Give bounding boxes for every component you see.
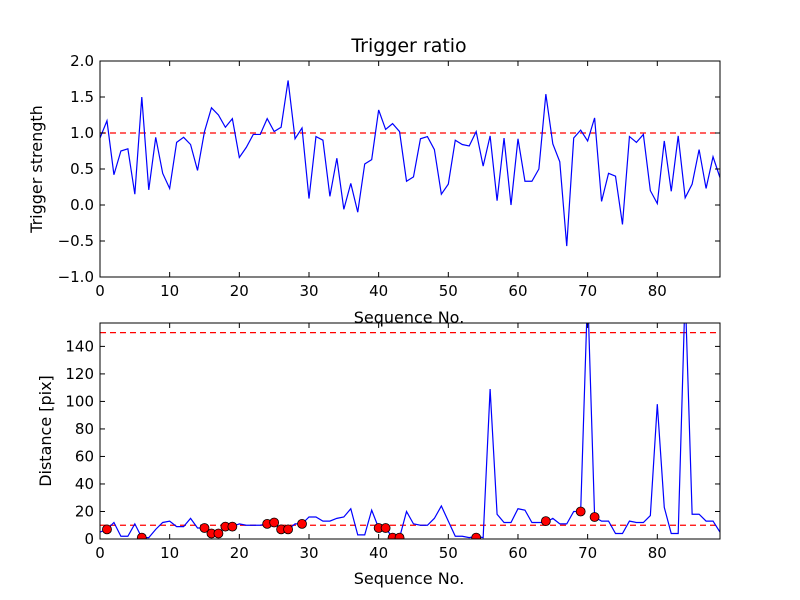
bottom-x-tick-label-6: 60: [508, 544, 527, 562]
top-y-tick-label-0: −1.0: [58, 268, 94, 286]
bottom-x-tick-label-8: 80: [648, 544, 667, 562]
top-x-tick-label-4: 40: [369, 282, 388, 300]
bottom-y-axis-label: Distance [pix]: [36, 375, 55, 487]
top-y-tick-label-2: 0.0: [70, 196, 94, 214]
top-plot-area: 0 10 20 30 40 50 60 70 80 −1.0 −0.5 0.0 0.5 1.0 1.5 2.0: [58, 52, 721, 300]
top-series-line-0: [100, 80, 720, 247]
bottom-plot-area: 0 10 20 30 40 50 60 70 80 0 20 40 60 80 100 120 140: [65, 322, 721, 562]
top-x-tick-label-7: 70: [578, 282, 597, 300]
bottom-marker-point-8: [269, 517, 280, 528]
bottom-x-tick-label-5: 50: [439, 544, 458, 562]
top-y-tick-label-1: −0.5: [58, 232, 94, 250]
bottom-marker-point-4: [213, 528, 224, 539]
bottom-x-axis-label: Sequence No.: [354, 569, 465, 588]
top-x-tick-label-8: 80: [648, 282, 667, 300]
trigger-ratio-panel: Trigger ratio 0 10 20 30 40 50 60 70 80−1.0−0.50…: [27, 35, 721, 327]
bottom-marker-point-11: [297, 518, 307, 529]
bottom-marker-point-1: [136, 532, 147, 539]
bottom-x-tick-label-7: 70: [578, 544, 597, 562]
bottom-y-tick-label-1: 20: [75, 502, 94, 520]
bottom-marker-point-19: [589, 512, 600, 522]
bottom-marker-point-2: [199, 523, 210, 533]
bottom-y-tick-label-0: 0: [84, 530, 94, 548]
bottom-marker-point-10: [283, 524, 293, 535]
top-y-tick-label-3: 0.5: [70, 160, 94, 178]
bottom-x-tick-label-1: 10: [160, 544, 179, 562]
top-y-tick-label-6: 2.0: [70, 52, 94, 70]
chart-title: Trigger ratio: [350, 35, 466, 57]
top-y-tick-label-5: 1.5: [70, 88, 94, 106]
bottom-x-tick-label-0: 0: [95, 544, 105, 562]
bottom-x-tick-label-4: 40: [369, 544, 388, 562]
bottom-marker-point-15: [394, 532, 405, 539]
top-x-tick-label-5: 50: [439, 282, 458, 300]
top-x-tick-label-3: 30: [299, 282, 318, 300]
bottom-y-tick-label-7: 140: [65, 337, 94, 355]
top-x-tick-label-1: 10: [160, 282, 179, 300]
bottom-marker-point-6: [227, 521, 238, 532]
top-x-tick-label-2: 20: [230, 282, 249, 300]
bottom-marker-point-17: [540, 516, 551, 527]
top-x-axis-label: Sequence No.: [354, 308, 465, 327]
top-y-axis-label: Trigger strength: [27, 105, 46, 234]
bottom-y-tick-label-6: 120: [65, 365, 94, 383]
bottom-marker-point-13: [380, 523, 391, 533]
top-y-tick-label-4: 1.0: [70, 124, 94, 142]
bottom-y-tick-label-3: 60: [75, 447, 94, 465]
bottom-marker-point-16: [471, 532, 482, 539]
bottom-marker-point-0: [102, 524, 112, 535]
bottom-marker-point-18: [575, 506, 586, 517]
bottom-y-tick-label-4: 80: [75, 420, 94, 438]
bottom-y-tick-label-2: 40: [75, 475, 94, 493]
top-x-tick-label-0: 0: [95, 282, 105, 300]
bottom-x-tick-label-3: 30: [299, 544, 318, 562]
bottom-y-tick-label-5: 100: [65, 392, 94, 410]
bottom-axes-frame: [99, 322, 721, 540]
distance-panel: 0 10 20 30 40 50 60 70 80 0 20 40 60 80 100 120 140 Sequ…: [36, 322, 721, 588]
bottom-x-tick-label-2: 20: [230, 544, 249, 562]
top-x-tick-label-6: 60: [508, 282, 527, 300]
